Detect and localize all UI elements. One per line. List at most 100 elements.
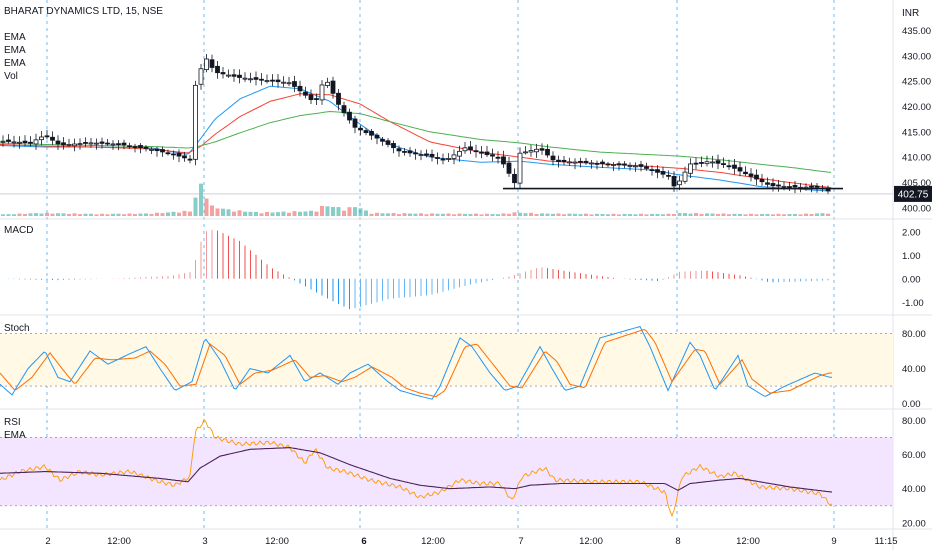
- stoch-pane[interactable]: [0, 325, 893, 400]
- legend-ema-3[interactable]: EMA: [4, 58, 26, 69]
- candle-body: [633, 165, 638, 168]
- candle-body: [622, 163, 627, 166]
- candle-body: [473, 150, 479, 153]
- volume-bar: [45, 212, 49, 216]
- candle-body: [6, 139, 11, 142]
- volume-bar: [237, 210, 242, 216]
- volume-bar: [67, 213, 71, 216]
- macd-title[interactable]: MACD: [4, 225, 33, 236]
- candle-body: [165, 152, 171, 155]
- volume-bar: [672, 214, 676, 216]
- volume-bar: [743, 214, 748, 216]
- volume-bar: [188, 211, 192, 216]
- macd-tick-label: 1.00: [902, 251, 921, 262]
- candle-body: [539, 148, 545, 151]
- legend-ema-2[interactable]: EMA: [4, 45, 26, 56]
- legend-volume[interactable]: Vol: [4, 71, 18, 82]
- volume-bar: [809, 213, 814, 216]
- stoch-k-line: [0, 325, 832, 400]
- candle-body: [215, 65, 220, 74]
- volume-bar: [28, 213, 33, 216]
- volume-bar: [265, 211, 269, 216]
- candle-body: [655, 169, 660, 173]
- volume-bar: [782, 214, 786, 216]
- volume-bar: [171, 211, 176, 216]
- volume-bar: [804, 213, 808, 216]
- volume-bar: [287, 212, 291, 216]
- volume-bar: [732, 213, 737, 216]
- volume-bar: [765, 213, 770, 216]
- rsi-pane[interactable]: [0, 418, 893, 517]
- time-scale[interactable]: 2 12:00 3 12:00 6 12:00 7 12:00 8 12:00 9 11:15: [45, 536, 897, 547]
- price-tick-label: 425.00: [902, 77, 931, 88]
- rsi-ema-legend[interactable]: EMA: [4, 430, 26, 441]
- candle-body: [776, 184, 781, 187]
- candle-body: [556, 159, 561, 163]
- volume-bar: [496, 214, 500, 216]
- volume-bar: [815, 213, 819, 216]
- volume-bar: [210, 205, 214, 216]
- volume-bar: [611, 213, 616, 216]
- volume-bar: [699, 213, 704, 216]
- volume-bar: [116, 213, 121, 216]
- candle-body: [512, 173, 517, 184]
- candle-body: [732, 164, 737, 169]
- candle-body: [787, 186, 792, 188]
- rsi-title[interactable]: RSI: [4, 417, 21, 428]
- candle-body: [171, 153, 176, 156]
- candle-body: [781, 185, 787, 188]
- candle-body: [715, 160, 721, 164]
- volume-bar: [424, 214, 429, 216]
- candle-body: [28, 141, 33, 144]
- volume-bar: [369, 213, 374, 216]
- volume-bar: [710, 213, 715, 216]
- volume-bar: [100, 213, 104, 216]
- candle-body: [138, 145, 143, 148]
- candle-body: [495, 156, 501, 159]
- candle-body: [55, 140, 61, 145]
- volume-bar: [655, 213, 660, 216]
- stoch-title[interactable]: Stoch: [4, 323, 30, 334]
- volume-bar: [94, 214, 99, 216]
- ema-line: [0, 85, 832, 192]
- candle-body: [374, 134, 380, 139]
- candle-body: [61, 142, 66, 146]
- macd-pane[interactable]: [2, 230, 829, 310]
- volume-bar: [254, 211, 258, 216]
- price-pane[interactable]: 402.75: [0, 54, 932, 216]
- currency-label: INR: [902, 8, 919, 19]
- candle-body: [814, 185, 820, 188]
- volume-bar: [39, 213, 44, 216]
- price-scale[interactable]: 400.00 405.00 410.00 415.00 420.00 425.00 430.…: [902, 26, 931, 529]
- price-badge-label: 402.75: [898, 189, 929, 200]
- volume-bar: [199, 183, 203, 216]
- candle-body: [457, 150, 462, 157]
- volume-bar: [1, 214, 5, 216]
- volume-bar: [738, 213, 742, 216]
- candle-body: [336, 92, 341, 105]
- time-tick-label: 3: [202, 536, 207, 547]
- candle-body: [330, 80, 336, 94]
- volume-bar: [446, 213, 451, 216]
- volume-bar: [787, 213, 792, 216]
- volume-bar: [226, 209, 231, 216]
- candle-body: [352, 118, 358, 128]
- volume-bar: [793, 213, 797, 216]
- volume-bar: [760, 213, 764, 216]
- legend-ema-1[interactable]: EMA: [4, 32, 26, 43]
- volume-bar: [490, 214, 495, 216]
- candle-body: [534, 148, 539, 153]
- volume-bar: [683, 213, 687, 216]
- volume-bar: [771, 214, 775, 216]
- candle-body: [105, 142, 110, 145]
- candle-body: [270, 79, 275, 82]
- time-tick-label: 11:15: [874, 536, 897, 547]
- candle-body: [220, 72, 226, 75]
- candle-body: [567, 161, 572, 164]
- candle-body: [308, 94, 314, 101]
- candle-body: [369, 130, 374, 136]
- candle-body: [748, 173, 754, 177]
- volume-bar: [534, 213, 539, 216]
